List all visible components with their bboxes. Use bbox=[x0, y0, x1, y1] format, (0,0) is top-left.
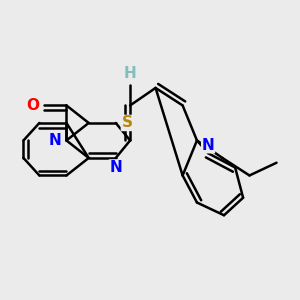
Text: N: N bbox=[202, 138, 214, 153]
Text: O: O bbox=[26, 98, 40, 113]
Text: N: N bbox=[49, 133, 62, 148]
Text: S: S bbox=[122, 116, 132, 130]
Text: H: H bbox=[124, 66, 136, 81]
Text: N: N bbox=[110, 160, 122, 175]
